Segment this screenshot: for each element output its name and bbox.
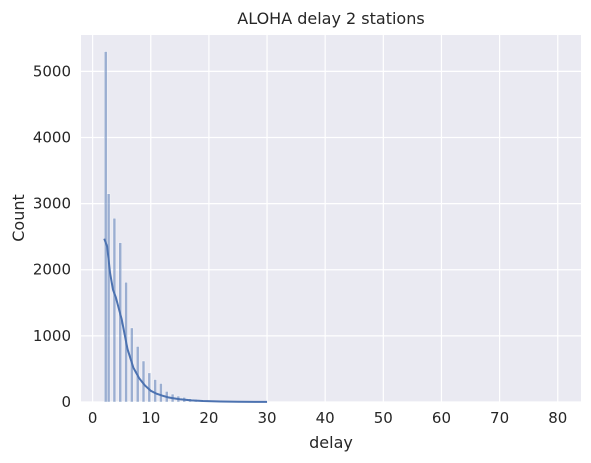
x-tick-label: 10 — [141, 409, 160, 427]
x-tick-label: 30 — [257, 409, 276, 427]
histogram-bar — [112, 217, 117, 403]
y-tick-label: 0 — [61, 393, 71, 411]
x-tick-label: 0 — [88, 409, 98, 427]
x-tick-label: 20 — [199, 409, 218, 427]
y-tick-label: 3000 — [33, 195, 71, 213]
x-axis-label: delay — [309, 433, 353, 452]
y-axis-label: Count — [9, 194, 28, 242]
x-tick-label: 70 — [490, 409, 509, 427]
x-tick-label: 50 — [374, 409, 393, 427]
histogram-bar — [106, 193, 111, 403]
x-tick-label: 60 — [432, 409, 451, 427]
y-tick-label: 1000 — [33, 327, 71, 345]
y-tick-label: 4000 — [33, 128, 71, 146]
x-tick-label: 80 — [548, 409, 567, 427]
histogram-bar — [159, 383, 163, 403]
histogram-bar — [153, 379, 157, 403]
x-tick-label: 40 — [316, 409, 335, 427]
x-tick-labels: 0 10 20 30 40 50 60 70 80 — [88, 409, 567, 427]
y-tick-label: 2000 — [33, 261, 71, 279]
kde-curve — [103, 238, 268, 403]
histogram-bar — [104, 51, 108, 403]
histogram-bar — [118, 242, 122, 403]
y-tick-label: 5000 — [33, 62, 71, 80]
chart-title: ALOHA delay 2 stations — [237, 9, 424, 28]
grid-lines — [81, 35, 581, 403]
plot-area-background — [81, 35, 581, 402]
y-tick-labels: 0 1000 2000 3000 4000 5000 — [33, 62, 71, 411]
